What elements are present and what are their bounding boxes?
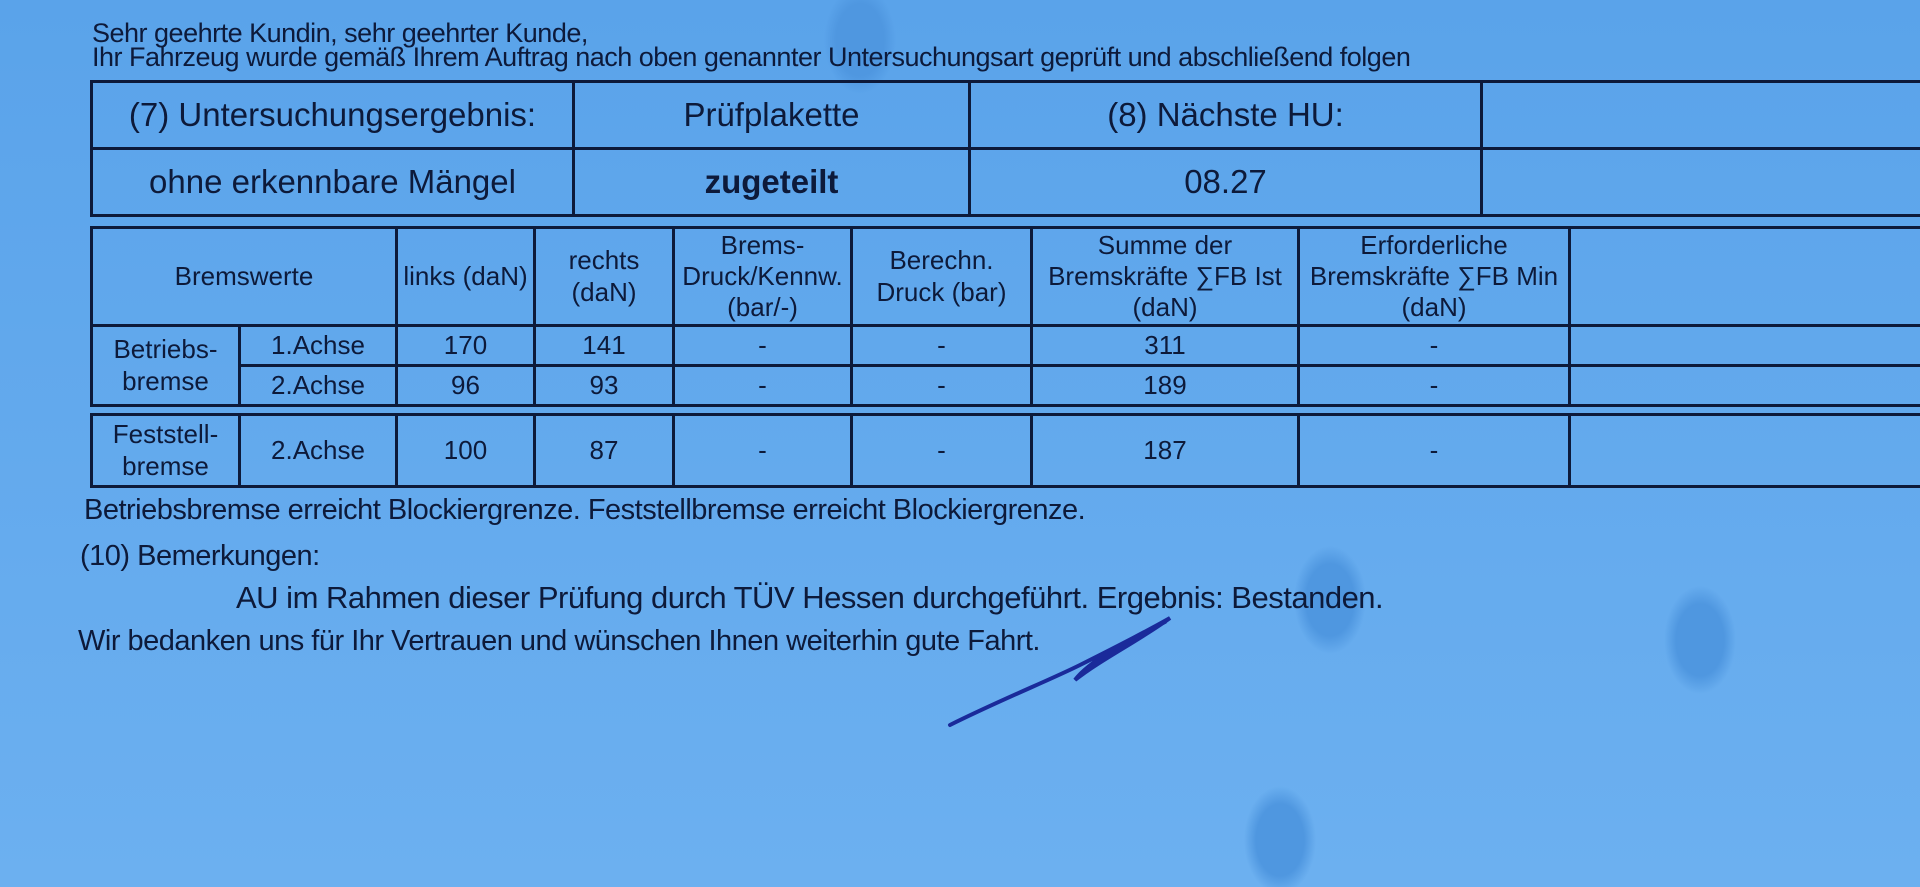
berechn-value: - [850, 364, 1033, 407]
min-value: - [1297, 324, 1571, 367]
empty-cell [1568, 364, 1920, 407]
empty-cell [1568, 413, 1920, 488]
sticker-header: Prüfplakette [572, 80, 971, 150]
summe-value: 311 [1030, 324, 1300, 367]
next-hu-value: 08.27 [968, 147, 1483, 217]
header-druck: Brems- Druck/Kennw. (bar/-) [672, 226, 853, 327]
greeting: Sehr geehrte Kundin, sehr geehrter Kunde… [92, 18, 588, 48]
next-hu-header: (8) Nächste HU: [968, 80, 1483, 150]
result-header: (7) Untersuchungsergebnis: [90, 80, 575, 150]
header-bremswerte: Bremswerte [90, 226, 398, 327]
axle: 2.Achse [238, 364, 398, 407]
rechts-value: 141 [533, 324, 675, 367]
blocking-note: Betriebsbremse erreicht Blockiergrenze. … [84, 494, 1086, 526]
links-value: 100 [395, 413, 536, 488]
empty-cell [1568, 324, 1920, 367]
empty-cell [1480, 80, 1920, 150]
druck-value: - [672, 413, 853, 488]
header-berechn: Berechn. Druck (bar) [850, 226, 1033, 327]
druck-value: - [672, 324, 853, 367]
result-value: ohne erkennbare Mängel [90, 147, 575, 217]
remarks-label: (10) Bemerkungen: [80, 540, 320, 572]
links-value: 96 [395, 364, 536, 407]
remarks-text: AU im Rahmen dieser Prüfung durch TÜV He… [236, 580, 1384, 615]
table-row: Feststell- bremse 2.Achse 100 87 - - 187… [90, 413, 1920, 488]
empty-cell [1568, 226, 1920, 327]
summe-value: 187 [1030, 413, 1300, 488]
separator [91, 404, 1920, 416]
group-label: Feststell- bremse [90, 413, 241, 488]
table-row: Betriebs- bremse 1.Achse 170 141 - - 311… [90, 324, 1920, 407]
summe-value: 189 [1030, 364, 1300, 407]
header-rechts: rechts (daN) [533, 226, 675, 327]
berechn-value: - [850, 324, 1033, 367]
sticker-value: zugeteilt [572, 147, 971, 217]
min-value: - [1297, 413, 1571, 488]
closing-text: Wir bedanken uns für Ihr Vertrauen und w… [78, 625, 1040, 657]
row-separator [91, 404, 1920, 416]
header-links: links (daN) [395, 226, 536, 327]
header-erforderlich: Erforderliche Bremskräfte ∑FB Min (daN) [1297, 226, 1571, 327]
group-label: Betriebs- bremse [90, 324, 241, 407]
berechn-value: - [850, 413, 1033, 488]
signature [948, 616, 1172, 727]
axle: 1.Achse [238, 324, 398, 367]
brake-table: Bremswerte links (daN) rechts (daN) Brem… [90, 226, 1920, 488]
druck-value: - [672, 364, 853, 407]
axle: 2.Achse [238, 413, 398, 488]
min-value: - [1297, 364, 1571, 407]
rechts-value: 87 [533, 413, 675, 488]
result-table: (7) Untersuchungsergebnis: Prüfplakette … [90, 80, 1920, 217]
intro-text: Ihr Fahrzeug wurde gemäß Ihrem Auftrag n… [92, 42, 1411, 72]
links-value: 170 [395, 324, 536, 367]
header-summe: Summe der Bremskräfte ∑FB Ist (daN) [1030, 226, 1300, 327]
empty-cell [1480, 147, 1920, 217]
rechts-value: 93 [533, 364, 675, 407]
table-row: 2.Achse 96 93 - - 189 - [92, 364, 1920, 407]
